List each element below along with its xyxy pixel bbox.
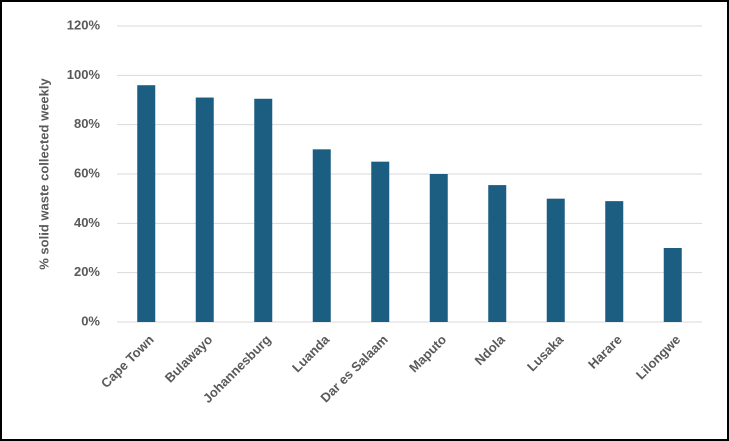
bar: [371, 161, 390, 322]
bar: [254, 98, 273, 323]
bar: [605, 201, 624, 322]
bar: [312, 149, 331, 322]
y-tick-label: 20%: [74, 264, 100, 279]
y-axis-label: % solid waste collected weekly: [36, 78, 51, 270]
y-tick-label: 40%: [74, 215, 100, 230]
y-tick-label: 120%: [67, 17, 101, 32]
bar: [663, 248, 682, 322]
y-tick-label: 60%: [74, 165, 100, 180]
y-tick-label: 100%: [67, 67, 101, 82]
bar: [546, 198, 565, 322]
bar: [429, 174, 448, 322]
bar: [488, 185, 507, 322]
y-tick-label: 0%: [81, 313, 100, 328]
bar: [137, 85, 156, 322]
bar: [195, 97, 214, 323]
y-tick-label: 80%: [74, 116, 100, 131]
